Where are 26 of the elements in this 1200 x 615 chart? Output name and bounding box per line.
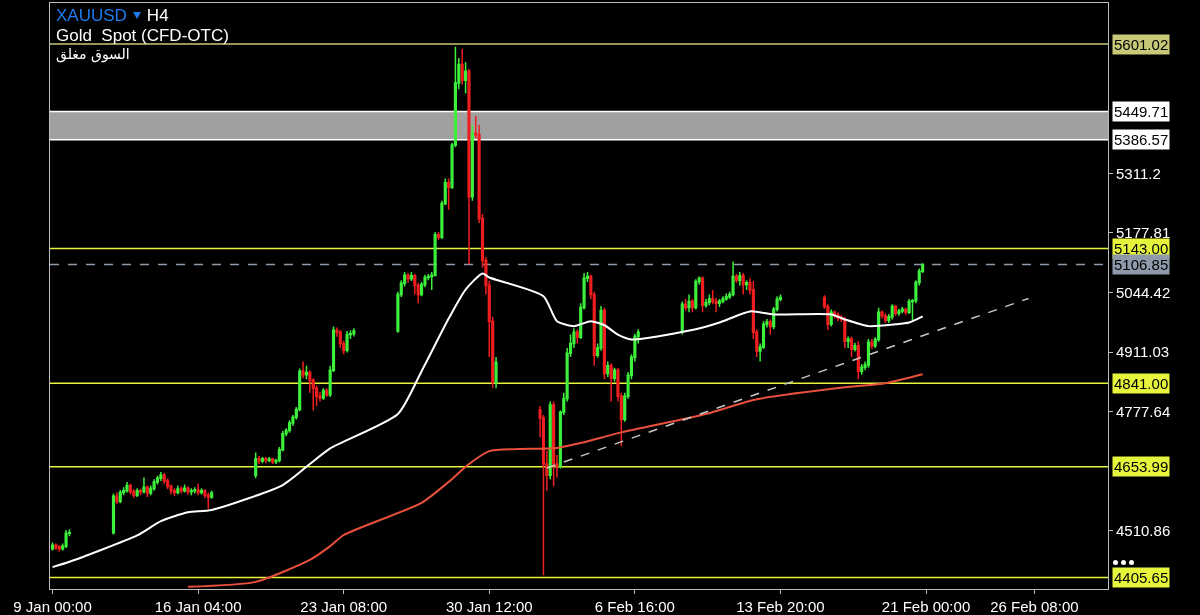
ref-line-label: 5386.57 [1114,131,1169,148]
y-tick-label: 5311.2 [1116,164,1161,182]
y-tick-label: 4777.64 [1116,402,1171,420]
y-tick-label: 5044.42 [1116,283,1171,301]
x-tick-label: 13 Feb 20:00 [736,598,825,615]
x-tick-label: 23 Jan 08:00 [300,598,388,615]
x-tick-label: 9 Jan 00:00 [13,598,92,615]
annotation: السوق مغلق [56,46,131,62]
chart-title: XAUUSD [56,6,127,25]
x-tick-label: 30 Jan 12:00 [445,598,533,615]
x-tick-label: 26 Feb 08:00 [990,598,1079,615]
ref-line-label: 4405.65 [1114,569,1169,586]
ref-line-label: 4841.00 [1114,375,1169,392]
ref-line-label: 5106.85 [1114,256,1169,273]
ref-line-label: 4653.99 [1114,458,1169,475]
text: Gold Spot (CFD-OTC) [56,26,229,46]
annotation: H4 [146,6,169,25]
x-tick-label: 6 Feb 16:00 [594,598,675,615]
y-tick-label: 4510.86 [1116,521,1171,539]
ref-line-label: 5449.71 [1114,103,1169,120]
x-tick-label: 16 Jan 04:00 [154,598,242,615]
ref-line-label: 5601.02 [1114,36,1169,53]
x-tick-label: 21 Feb 00:00 [881,598,971,615]
y-tick-label: 5177.81 [1116,224,1171,242]
y-tick-label: 4911.03 [1116,343,1170,361]
ref-line-label: 5143.00 [1114,240,1169,257]
